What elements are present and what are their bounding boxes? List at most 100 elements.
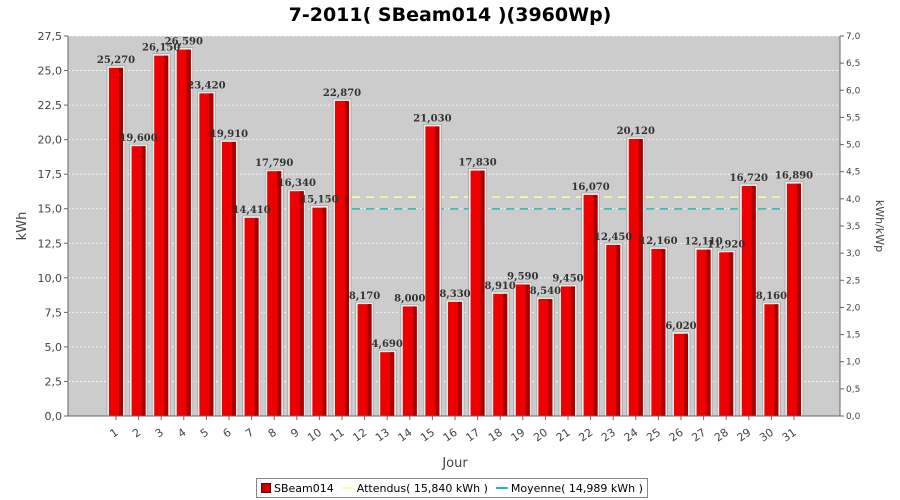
data-label: 14,410: [232, 205, 270, 216]
bar-shade: [164, 55, 169, 417]
x-tick-label: 17: [463, 426, 482, 445]
bar-6: [219, 139, 239, 417]
x-tick-label: 3: [153, 426, 166, 441]
bar-3: [151, 53, 171, 417]
data-label: 12,450: [594, 232, 632, 243]
bar-shade: [525, 284, 530, 416]
x-tick-label: 18: [486, 426, 505, 445]
bar-7: [242, 215, 261, 417]
y2-tick-label: 2,0: [846, 303, 861, 313]
bar-10: [310, 205, 329, 417]
bar-shade: [232, 141, 236, 416]
bar-31: [784, 181, 804, 417]
y2-tick-label: 6,5: [846, 59, 860, 69]
x-tick-label: 15: [418, 426, 437, 445]
bar-20: [536, 296, 555, 417]
bar-shade: [729, 252, 734, 416]
y-tick-label: 2,5: [45, 375, 63, 388]
bar-25: [649, 246, 668, 417]
bar-shade: [548, 298, 553, 416]
x-tick-label: 14: [396, 426, 415, 445]
x-tick-label: 10: [305, 426, 324, 445]
bar-shade: [277, 171, 282, 416]
data-label: 20,120: [617, 126, 655, 137]
legend: SBeam014 Attendus( 15,840 kWh ) Moyenne(…: [256, 478, 648, 498]
x-tick-label: 20: [531, 426, 550, 445]
y2-tick-label: 6,0: [846, 86, 861, 96]
data-label: 12,160: [639, 236, 677, 247]
bar-shade: [390, 352, 395, 416]
x-tick-label: 13: [373, 426, 392, 445]
bar-shade: [571, 286, 575, 416]
y2-tick-label: 4,5: [846, 168, 860, 178]
y2-tick-label: 3,0: [846, 249, 861, 259]
y2-tick-label: 0,0: [846, 412, 861, 422]
legend-item-bars: SBeam014: [261, 482, 334, 495]
legend-line-average: [495, 487, 508, 489]
bar-9: [287, 188, 307, 417]
y2-tick-label: 4,0: [846, 195, 861, 205]
y-tick-label: 25,0: [38, 65, 63, 78]
data-label: 8,910: [485, 281, 516, 292]
bar-shade: [684, 333, 688, 416]
bar-shade: [299, 191, 304, 416]
x-tick-label: 25: [644, 426, 663, 445]
y-tick-label: 12,5: [38, 237, 63, 250]
bar-26: [671, 331, 691, 417]
bar-17: [468, 168, 487, 417]
bar-19: [513, 282, 533, 417]
data-label: 23,420: [187, 80, 225, 91]
x-tick-label: 26: [667, 426, 686, 445]
y2-tick-label: 1,5: [846, 331, 860, 341]
y-tick-label: 15,0: [38, 203, 63, 216]
bar-14: [400, 304, 420, 417]
legend-label-expected: Attendus( 15,840 kWh ): [356, 481, 488, 495]
legend-label-average: Moyenne( 14,989 kWh ): [510, 481, 643, 495]
x-tick-label: 23: [599, 426, 618, 445]
y2-axis-label: kWh/kWp: [873, 200, 886, 252]
x-tick-label: 21: [554, 426, 573, 445]
bar-12: [355, 301, 374, 417]
y-axis-label: kWh: [15, 212, 30, 241]
x-axis-label: Jour: [441, 456, 468, 471]
data-label: 8,540: [530, 286, 561, 297]
bar-shade: [209, 93, 214, 417]
bar-shade: [367, 304, 372, 416]
legend-item-average: Moyenne( 14,989 kWh ): [495, 481, 643, 495]
data-label: 4,690: [372, 339, 403, 350]
x-tick-label: 22: [576, 426, 595, 445]
bar-shade: [593, 194, 598, 416]
bar-30: [762, 301, 781, 417]
x-tick-label: 7: [243, 426, 256, 441]
y2-tick-label: 5,0: [846, 141, 861, 151]
bar-shade: [345, 100, 349, 416]
data-label: 9,590: [507, 271, 538, 282]
bar-27: [694, 247, 713, 417]
bar-16: [445, 299, 465, 417]
x-tick-label: 19: [509, 426, 528, 445]
data-label: 26,590: [165, 37, 203, 48]
bar-15: [423, 124, 442, 417]
bar-8: [264, 168, 284, 417]
data-label: 8,000: [394, 293, 425, 304]
bar-shade: [661, 248, 666, 416]
data-label: 21,030: [413, 113, 451, 124]
bar-23: [603, 242, 623, 417]
bar-shade: [186, 49, 191, 416]
data-label: 17,830: [458, 158, 496, 169]
data-label: 16,340: [278, 178, 316, 189]
y2-tick-label: 5,5: [846, 113, 860, 123]
x-tick-label: 1: [108, 426, 121, 441]
x-tick-label: 2: [130, 426, 143, 441]
x-tick-label: 31: [780, 426, 799, 445]
bar-24: [626, 136, 646, 417]
y2-tick-label: 3,5: [846, 222, 860, 232]
data-label: 16,890: [775, 171, 813, 182]
x-tick-label: 8: [266, 426, 279, 441]
y2-tick-label: 2,5: [846, 276, 860, 286]
bar-11: [332, 98, 352, 417]
y-tick-label: 17,5: [38, 168, 63, 181]
data-label: 22,870: [323, 88, 361, 99]
data-label: 25,270: [97, 55, 135, 66]
